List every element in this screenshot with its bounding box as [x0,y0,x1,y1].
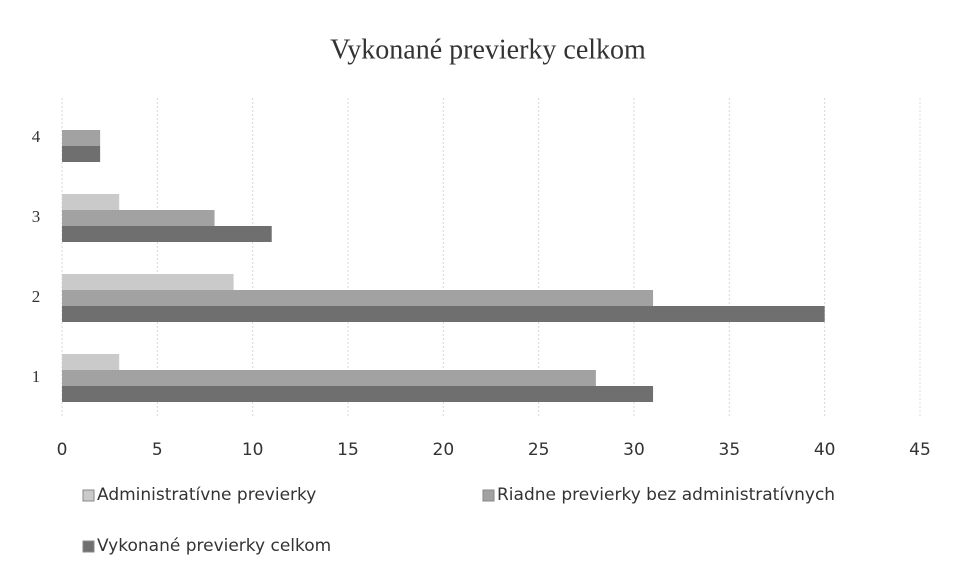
bar [62,210,215,226]
x-tick-label: 30 [623,440,645,460]
y-tick-label: 4 [32,127,41,146]
bar [62,354,120,370]
chart-title: Vykonané previerky celkom [330,34,646,65]
x-tick-label: 40 [814,440,836,460]
legend-label: Administratívne previerky [97,485,316,505]
x-tick-label: 45 [909,440,931,460]
x-tick-label: 5 [152,440,163,460]
bar [62,194,120,210]
bar [62,290,654,306]
bar [62,274,234,290]
bar [62,306,825,322]
legend-label: Riadne previerky bez administratívnych [497,485,835,505]
y-tick-label: 2 [32,287,41,306]
x-tick-label: 10 [242,440,264,460]
x-tick-label: 20 [433,440,455,460]
bar [62,226,272,242]
legend-swatch [82,540,95,553]
y-tick-label: 1 [32,367,41,386]
x-tick-label: 15 [337,440,359,460]
bar [62,370,596,386]
bar [62,130,101,146]
y-tick-label: 3 [32,207,41,226]
bar [62,146,101,162]
legend-label: Vykonané previerky celkom [97,536,331,556]
x-tick-label: 25 [528,440,550,460]
legend-swatch [482,489,495,502]
x-tick-label: 35 [719,440,741,460]
legend-swatch [82,489,95,502]
x-tick-label: 0 [57,440,68,460]
bar [62,386,654,402]
